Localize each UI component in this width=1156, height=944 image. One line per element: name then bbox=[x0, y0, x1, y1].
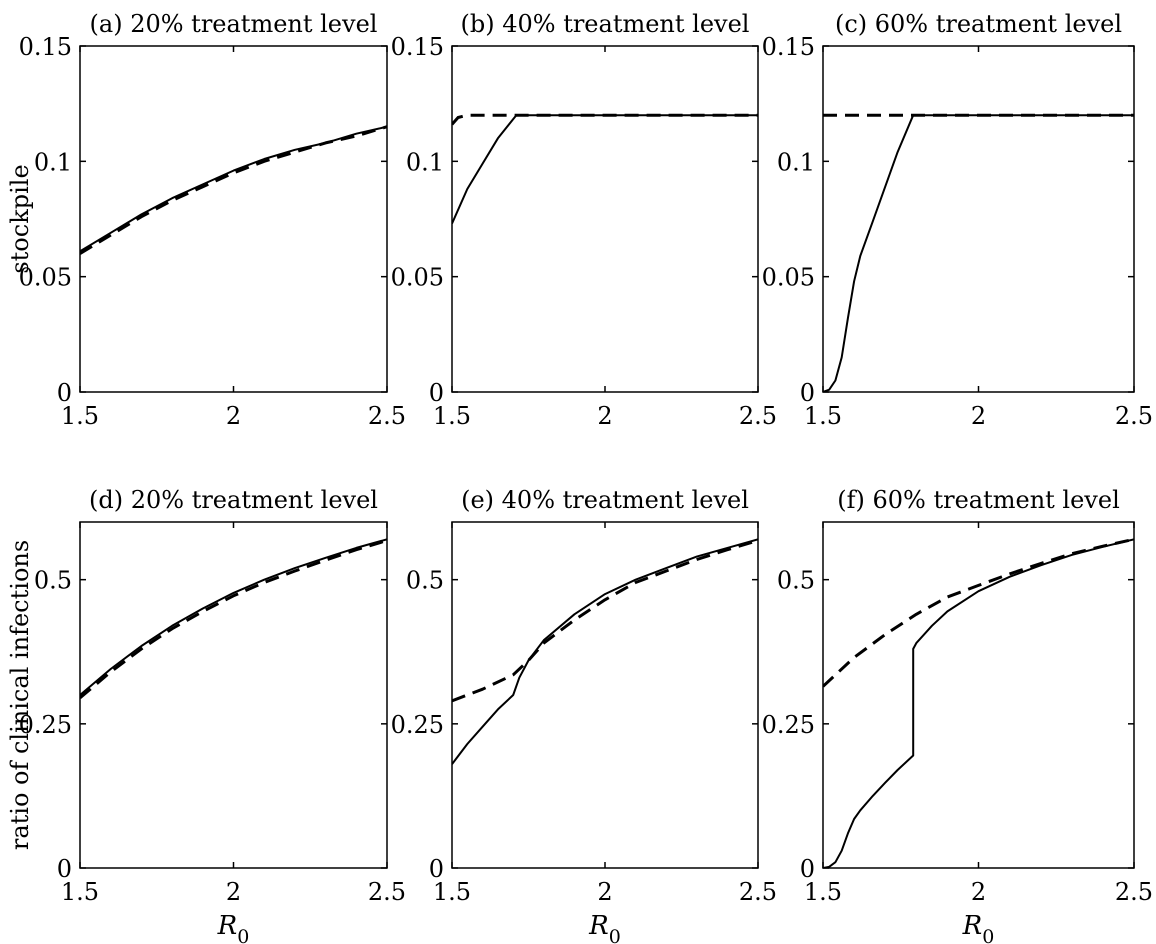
panel-e-ytick-label: 0.25 bbox=[391, 711, 444, 739]
panel-f-solid-line bbox=[823, 538, 1134, 868]
panel-f-xtick-label: 2 bbox=[971, 878, 986, 906]
panel-c-ytick-label: 0.1 bbox=[777, 148, 815, 176]
panel-c-title: (c) 60% treatment level bbox=[835, 10, 1122, 38]
panel-d-ylabel: ratio of clinical infections bbox=[6, 540, 34, 850]
panel-b: (b) 40% treatment level 1.5 2 2.5 0 0.05 0.1 0.… bbox=[391, 10, 778, 430]
panel-d-solid-line bbox=[80, 538, 387, 696]
panel-a-ytick-label: 0 bbox=[57, 379, 72, 407]
panel-f-dashed-line bbox=[823, 537, 1134, 688]
panel-b-ytick-label: 0.05 bbox=[391, 264, 444, 292]
panel-e: (e) 40% treatment level 1.5 2 2.5 0 0.25 0.5 R0 bbox=[391, 486, 778, 944]
panel-b-solid-line bbox=[452, 114, 758, 225]
panel-c-axes-frame bbox=[822, 45, 1135, 393]
panel-b-xtick-label: 2 bbox=[597, 402, 612, 430]
panel-b-ytick-label: 0 bbox=[429, 379, 444, 407]
panel-d-xtick-label: 1.5 bbox=[61, 878, 99, 906]
panel-a-ylabel: stockpile bbox=[6, 164, 34, 273]
panel-e-xlabel: R0 bbox=[588, 911, 621, 944]
panel-f-ytick-label: 0 bbox=[800, 855, 815, 883]
panel-d-ytick-label: 0 bbox=[57, 855, 72, 883]
panel-e-solid-line bbox=[452, 538, 758, 765]
panel-c-solid-line bbox=[823, 114, 1134, 392]
panel-c-xtick-label: 2 bbox=[971, 402, 986, 430]
panel-c-xtick-label: 1.5 bbox=[804, 402, 842, 430]
panel-f-ytick-label: 0.25 bbox=[762, 711, 815, 739]
panel-e-ytick-label: 0.5 bbox=[406, 567, 444, 595]
panel-a-ytick-label: 0.1 bbox=[34, 148, 72, 176]
panel-a: (a) 20% treatment level 1.5 2 2.5 0 0.05 0.1 0.… bbox=[6, 10, 406, 430]
panel-a-xtick-label: 1.5 bbox=[61, 402, 99, 430]
panel-a-dashed-line bbox=[80, 125, 387, 255]
panel-a-title: (a) 20% treatment level bbox=[90, 10, 378, 38]
panel-d-xtick-label: 2 bbox=[226, 878, 241, 906]
panel-d-title: (d) 20% treatment level bbox=[89, 486, 378, 514]
panel-f-axes-frame bbox=[822, 521, 1135, 869]
panel-f-title: (f) 60% treatment level bbox=[837, 486, 1120, 514]
panel-e-dashed-line bbox=[452, 539, 758, 703]
panel-c-ytick-label: 0.15 bbox=[762, 33, 815, 61]
panel-c-ytick-label: 0 bbox=[800, 379, 815, 407]
panel-a-solid-line bbox=[80, 125, 387, 253]
panel-b-xtick-label: 1.5 bbox=[433, 402, 471, 430]
panel-f-xlabel: R0 bbox=[962, 911, 995, 944]
panel-a-xtick-label: 2 bbox=[226, 402, 241, 430]
panel-a-ytick-label: 0.15 bbox=[19, 33, 72, 61]
panel-a-xtick-label: 2.5 bbox=[368, 402, 406, 430]
panel-b-dashed-line bbox=[452, 113, 758, 126]
panel-a-ytick-label: 0.05 bbox=[19, 264, 72, 292]
panel-f-xtick-label: 2.5 bbox=[1115, 878, 1153, 906]
panel-f-ytick-label: 0.5 bbox=[777, 567, 815, 595]
panel-b-title: (b) 40% treatment level bbox=[461, 10, 750, 38]
panel-f: (f) 60% treatment level 1.5 2 2.5 0 0.25 0.5 R0 bbox=[762, 486, 1154, 944]
panel-e-xtick-label: 1.5 bbox=[433, 878, 471, 906]
panel-d-xtick-label: 2.5 bbox=[368, 878, 406, 906]
panel-c-ytick-label: 0.05 bbox=[762, 264, 815, 292]
panel-d-dashed-line bbox=[80, 539, 387, 700]
panel-d-axes-frame bbox=[79, 521, 388, 869]
panel-e-xtick-label: 2 bbox=[597, 878, 612, 906]
panel-d: (d) 20% treatment level 1.5 2 2.5 0 0.25 0.5ra… bbox=[6, 486, 406, 944]
panel-c: (c) 60% treatment level 1.5 2 2.5 0 0.05 0.1 0.… bbox=[762, 10, 1154, 430]
panel-e-ytick-label: 0 bbox=[429, 855, 444, 883]
panel-d-xlabel: R0 bbox=[217, 911, 250, 944]
panel-b-ytick-label: 0.1 bbox=[406, 148, 444, 176]
panel-d-ytick-label: 0.5 bbox=[34, 567, 72, 595]
panel-b-axes-frame bbox=[451, 45, 759, 393]
panel-d-ytick-label: 0.25 bbox=[19, 711, 72, 739]
panel-b-ytick-label: 0.15 bbox=[391, 33, 444, 61]
panel-e-axes-frame bbox=[451, 521, 759, 869]
panel-f-xtick-label: 1.5 bbox=[804, 878, 842, 906]
panel-e-xtick-label: 2.5 bbox=[739, 878, 777, 906]
panel-e-title: (e) 40% treatment level bbox=[461, 486, 749, 514]
panel-a-axes-frame bbox=[79, 45, 388, 393]
panel-c-xtick-label: 2.5 bbox=[1115, 402, 1153, 430]
panel-b-xtick-label: 2.5 bbox=[739, 402, 777, 430]
